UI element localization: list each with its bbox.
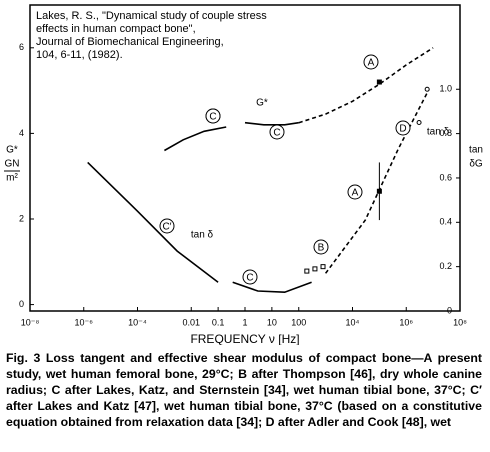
data-line [232,281,312,294]
annotation-circle [159,218,175,234]
annotation-circle [205,108,221,124]
data-line [324,88,430,274]
x-tick-label: 0.1 [212,317,225,327]
annotation-circle [347,184,363,200]
annotation: G* [256,98,268,109]
data-point [416,120,422,126]
y2-tick-label: 0.2 [439,261,452,271]
citation-line: Journal of Biomechanical Engineering, [36,36,224,48]
data-point [424,86,430,92]
y-tick-label: 0 [19,299,24,309]
x-tick-label: 10⁻⁶ [75,317,94,327]
x-tick-label: 10⁸ [453,317,467,327]
x-tick-label: 1 [242,317,247,327]
annotation-circle [269,124,285,140]
annotation: C [246,273,253,284]
data-point [304,268,310,274]
citation-line: Lakes, R. S., "Dynamical study of couple… [36,10,267,22]
annotation: tan δ [191,230,214,241]
data-line [87,161,219,283]
data-point [320,264,326,270]
x-tick-label: 10⁴ [346,317,360,327]
y2-tick-label: 1.0 [439,84,452,94]
chart: FREQUENCY ν [Hz] Lakes, R. S., "Dynamica… [4,4,483,345]
y-tick-label: 4 [19,128,24,138]
y-tick-label: 2 [19,213,24,223]
annotation-circle [242,269,258,285]
y2-axis-label: tan [469,145,483,156]
y-axis-label: m² [6,173,18,184]
data-point [376,79,382,85]
annotation-circle [395,120,411,136]
y2-tick-label: 0.4 [439,217,452,227]
x-tick-label: 10⁻⁴ [128,317,147,327]
data-line [164,126,227,152]
y-axis-label: G* [6,145,18,156]
citation-line: 104, 6-11, (1982). [36,49,123,61]
annotation: A [368,58,375,69]
y2-axis-label: δG [469,159,483,170]
x-tick-label: 10⁶ [399,317,413,327]
figure-caption: Fig. 3 Loss tangent and effective shear … [6,351,482,429]
annotation: tan δ [427,127,450,138]
y-axis-label: GN [5,159,20,170]
x-tick-label: 10 [267,317,277,327]
data-point [376,188,382,194]
y2-tick-label: 0.6 [439,172,452,182]
y-tick-label: 6 [19,42,24,52]
x-axis-label: FREQUENCY ν [Hz] [190,332,299,345]
x-tick-label: 10⁻⁸ [21,317,40,327]
annotation: C [273,128,280,139]
x-tick-label: 0.01 [182,317,200,327]
annotation-circle [313,239,329,255]
y2-tick-label: 0 [447,305,452,315]
annotation: C [209,112,216,123]
data-point [312,266,318,272]
data-line [244,121,299,126]
annotation-circle [363,54,379,70]
x-tick-label: 100 [291,317,306,327]
annotation: C′ [162,222,171,233]
annotation: A [352,188,359,199]
y2-tick-label: 0.8 [439,128,452,138]
annotation: D [399,124,406,135]
citation-line: effects in human compact bone", [36,23,196,35]
annotation: B [318,243,325,254]
data-line [298,47,434,124]
